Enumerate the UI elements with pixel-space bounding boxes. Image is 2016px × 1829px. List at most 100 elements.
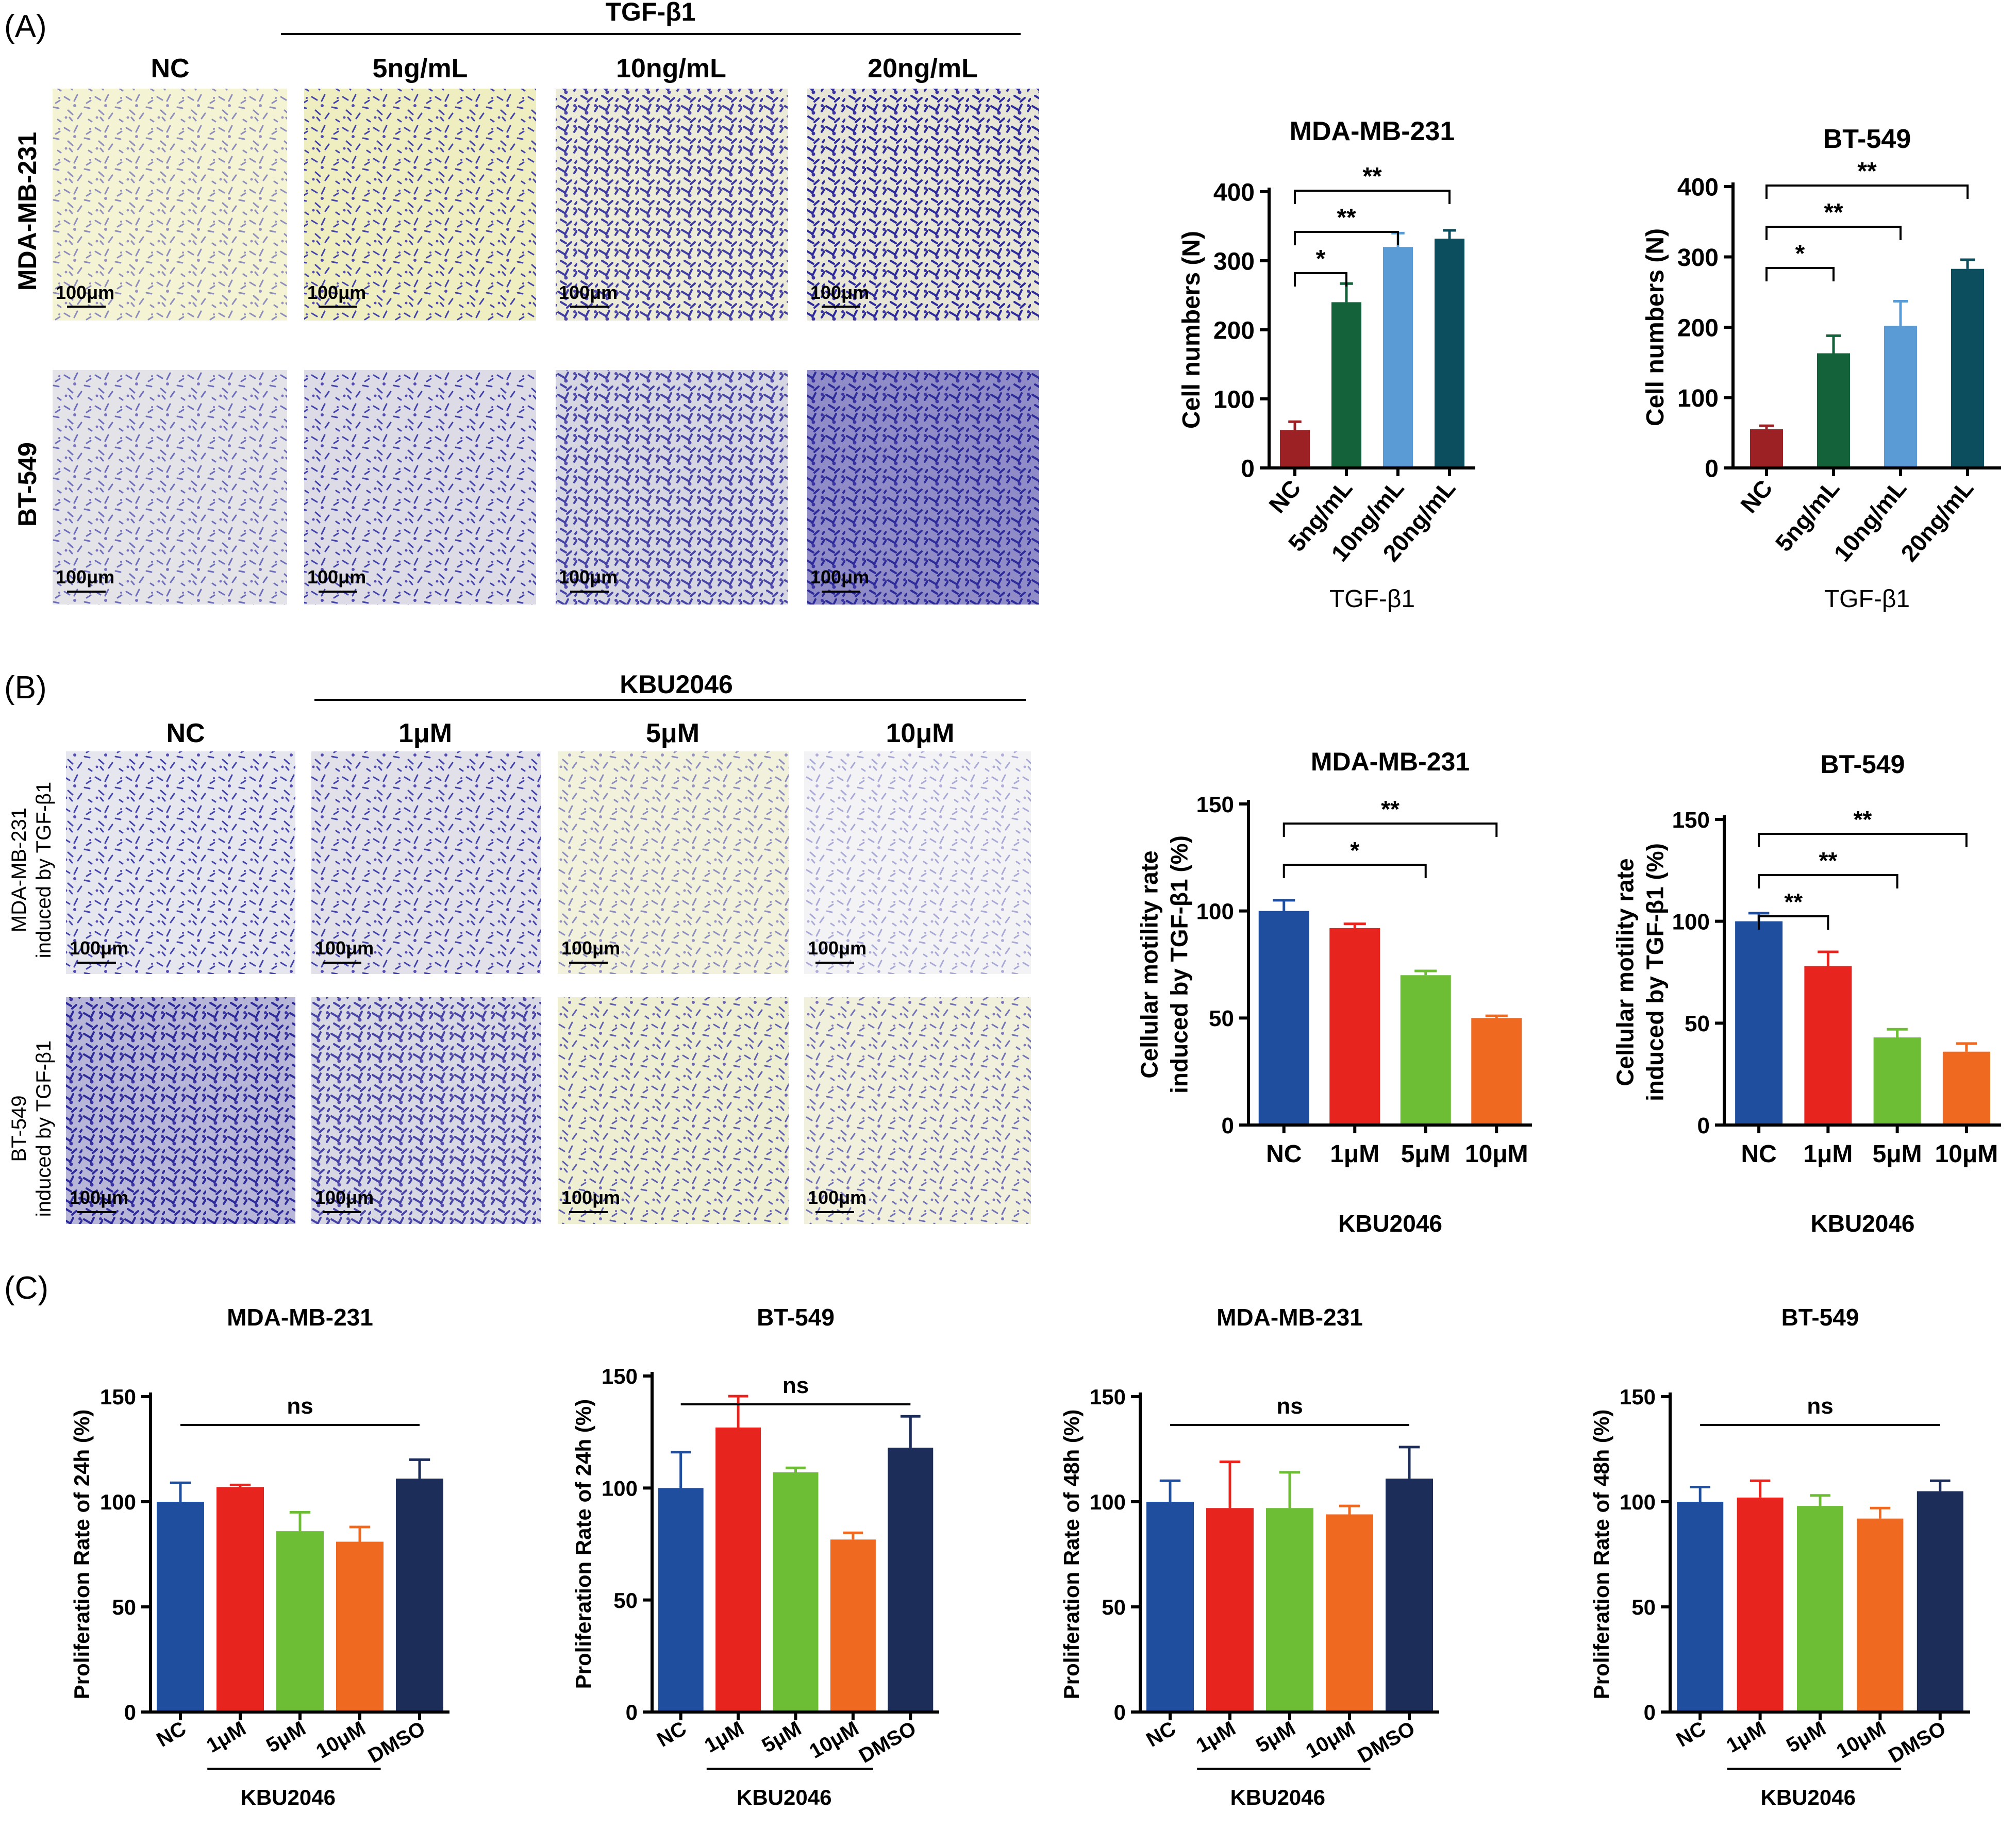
y-tick-label: 50 xyxy=(613,1588,638,1613)
x-tick-label: NC xyxy=(1263,475,1306,518)
scale-bar-label: 100μm xyxy=(808,937,867,959)
bar xyxy=(1386,1479,1433,1712)
bar xyxy=(1471,1018,1522,1125)
column-label-nc: NC xyxy=(151,54,189,83)
significance-label: * xyxy=(1316,245,1326,273)
y-axis-label: induced by TGF-β1 (%) xyxy=(1166,835,1193,1094)
bar xyxy=(1797,1506,1843,1712)
bar xyxy=(1146,1502,1194,1712)
scale-bar-label: 100μm xyxy=(808,1187,867,1208)
y-axis-label: induced by TGF-β1 (%) xyxy=(1642,843,1669,1101)
bar xyxy=(1817,353,1850,468)
scale-bar-label: 100μm xyxy=(307,282,366,303)
y-tick-label: 50 xyxy=(112,1595,136,1619)
x-tick-label: 5μM xyxy=(1252,1717,1299,1757)
column-label-nc: NC xyxy=(166,718,205,748)
y-axis-label: Proliferation Rate of 48h (%) xyxy=(1059,1409,1084,1699)
significance-bracket xyxy=(1765,184,1969,199)
micrograph-a-bt549-10ng: 100μm xyxy=(556,370,788,605)
micrograph-a-bt549-5ng: 100μm xyxy=(304,370,536,605)
scale-bar-label: 100μm xyxy=(559,566,618,588)
chart-title: MDA-MB-231 xyxy=(1311,747,1470,776)
y-tick-label: 100 xyxy=(1213,386,1255,413)
x-tick-label: 5μM xyxy=(1782,1717,1829,1757)
bar xyxy=(1329,928,1380,1125)
y-tick-label: 300 xyxy=(1677,244,1719,272)
bar xyxy=(1737,1497,1784,1712)
x-tick-label: DMSO xyxy=(855,1717,920,1768)
significance-label: ** xyxy=(1381,796,1399,823)
bar xyxy=(1735,921,1783,1125)
y-tick-label: 200 xyxy=(1677,314,1719,342)
column-label-10ng: 10ng/mL xyxy=(616,54,726,83)
x-axis-label: KBU2046 xyxy=(1811,1210,1915,1237)
row-label-line: BT-549 xyxy=(8,1096,30,1162)
y-tick-label: 50 xyxy=(1631,1595,1656,1619)
significance-label: ** xyxy=(1854,806,1872,833)
scale-bar-label: 100μm xyxy=(56,566,114,588)
x-axis-label: KBU2046 xyxy=(1338,1210,1442,1237)
chart-a-mda-cell-numbers: MDA-MB-2310100200300400NC5ng/mL10ng/mL20… xyxy=(1178,116,1475,613)
significance-bracket xyxy=(1758,874,1898,888)
significance-label: ns xyxy=(1807,1394,1833,1419)
y-tick-label: 150 xyxy=(100,1385,136,1409)
significance-label: ns xyxy=(782,1373,809,1398)
x-tick-label: 10μM xyxy=(806,1717,863,1763)
significance-label: ns xyxy=(287,1394,313,1419)
group-label: KBU2046 xyxy=(1761,1785,1856,1809)
bar xyxy=(715,1427,761,1712)
bar xyxy=(1857,1518,1904,1712)
y-tick-label: 50 xyxy=(1685,1011,1710,1036)
row-label-bt549: BT-549 xyxy=(13,442,42,527)
x-tick-label: NC xyxy=(1673,1717,1710,1752)
y-tick-label: 0 xyxy=(124,1700,136,1724)
panel-b-micrographs: KBU2046 NC 1μM 5μM 10μM MDA-MB-231 induc… xyxy=(8,670,1031,1224)
row-label-line: MDA-MB-231 xyxy=(8,808,30,932)
scale-bar-label: 100μm xyxy=(70,1187,128,1208)
scale-bar-label: 100μm xyxy=(315,1187,374,1208)
chart-title: MDA-MB-231 xyxy=(1217,1304,1363,1331)
significance-bracket xyxy=(1758,915,1829,930)
significance-bracket xyxy=(1294,272,1347,287)
scale-bar-label: 100μm xyxy=(559,282,618,303)
significance-label: ** xyxy=(1819,847,1837,874)
y-tick-label: 50 xyxy=(1209,1006,1234,1031)
bar xyxy=(1677,1502,1724,1712)
bar xyxy=(1266,1508,1313,1712)
significance-label: ** xyxy=(1824,199,1843,226)
bar xyxy=(1206,1508,1254,1712)
micrograph-b-mda-5um: 100μm xyxy=(558,751,789,974)
x-tick-label: NC xyxy=(1735,475,1778,518)
significance-bracket xyxy=(1765,267,1835,281)
significance-bracket xyxy=(1294,231,1399,245)
group-label: KBU2046 xyxy=(241,1785,336,1809)
y-axis-label: Cellular motility rate xyxy=(1136,850,1163,1078)
y-axis-label: Cellular motility rate xyxy=(1612,858,1639,1086)
group-label: KBU2046 xyxy=(1230,1785,1325,1809)
x-axis-label: TGF-β1 xyxy=(1824,585,1910,613)
row-label-line: induced by TGF-β1 xyxy=(32,1041,55,1217)
row-label-line: induced by TGF-β1 xyxy=(32,782,55,958)
x-tick-label: 10μM xyxy=(1465,1140,1528,1168)
y-tick-label: 0 xyxy=(1222,1113,1234,1138)
scale-bar-label: 100μm xyxy=(561,1187,620,1208)
y-tick-label: 100 xyxy=(1677,385,1719,412)
bar xyxy=(1951,269,1984,468)
y-tick-label: 100 xyxy=(602,1476,638,1500)
column-label-5um: 5μM xyxy=(646,718,699,748)
x-tick-label: NC xyxy=(1741,1140,1776,1168)
y-tick-label: 0 xyxy=(1241,455,1255,482)
micrograph-b-mda-1um: 100μm xyxy=(311,751,541,974)
chart-title: BT-549 xyxy=(1823,124,1911,154)
x-tick-label: 5μM xyxy=(1873,1140,1922,1168)
bar xyxy=(830,1539,876,1712)
y-tick-label: 150 xyxy=(1090,1385,1126,1409)
x-tick-label: 10μM xyxy=(1832,1717,1890,1763)
micrograph-b-bt549-10um: 100μm xyxy=(804,997,1031,1224)
significance-label: ** xyxy=(1362,163,1382,190)
significance-label: ** xyxy=(1857,158,1877,185)
scale-bar-label: 100μm xyxy=(307,566,366,588)
